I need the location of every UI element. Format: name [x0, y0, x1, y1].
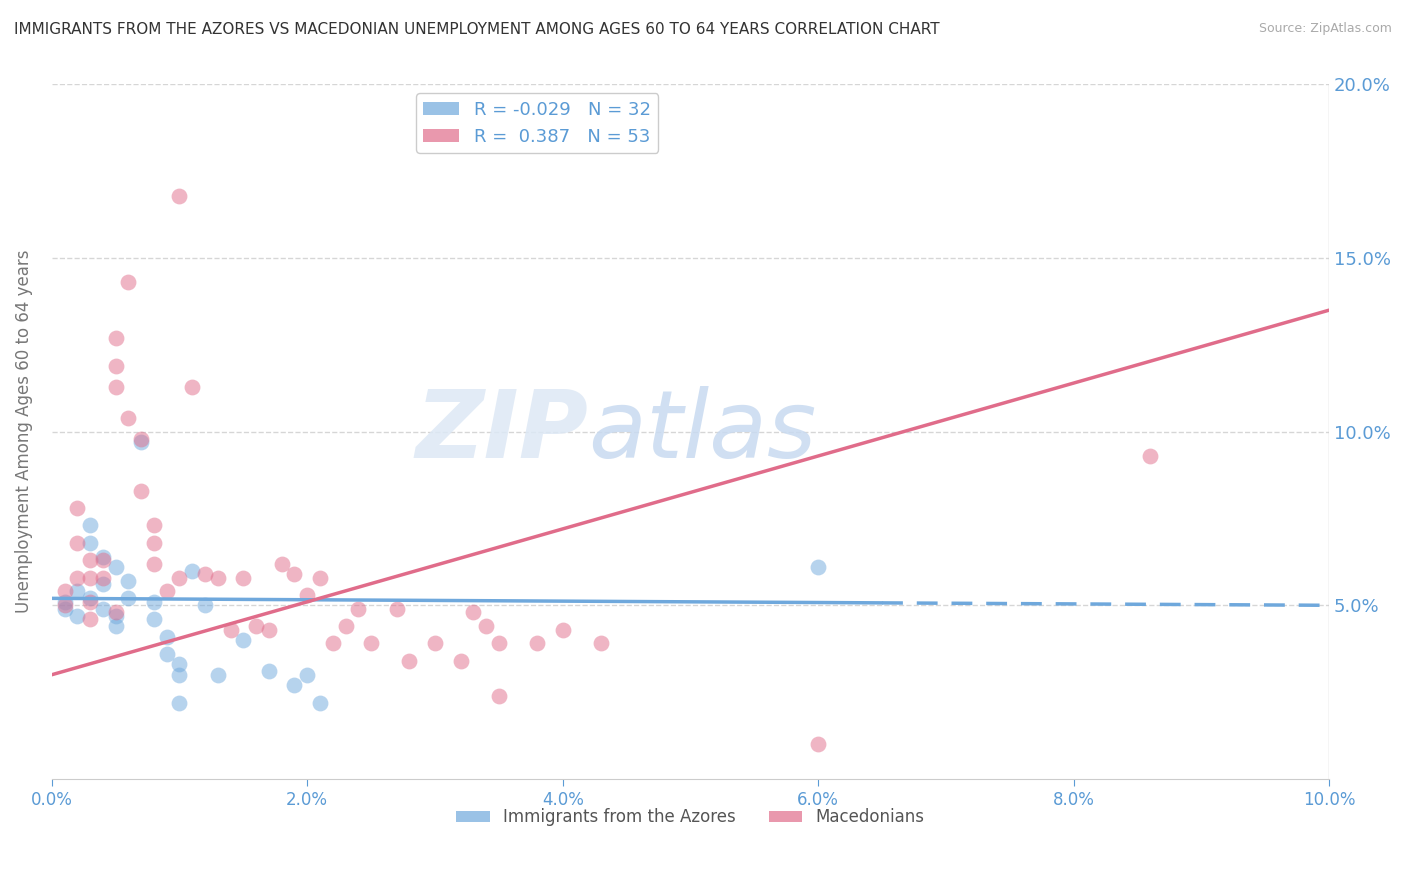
Point	[194, 567, 217, 582]
Point	[129, 483, 152, 498]
Point	[232, 570, 254, 584]
Point	[104, 560, 127, 574]
Point	[297, 588, 319, 602]
Point	[66, 570, 89, 584]
Legend: Immigrants from the Azores, Macedonians: Immigrants from the Azores, Macedonians	[450, 802, 931, 833]
Point	[335, 619, 357, 633]
Point	[156, 647, 179, 661]
Point	[169, 188, 191, 202]
Y-axis label: Unemployment Among Ages 60 to 64 years: Unemployment Among Ages 60 to 64 years	[15, 250, 32, 614]
Point	[398, 654, 420, 668]
Point	[423, 636, 446, 650]
Point	[257, 665, 280, 679]
Point	[807, 737, 830, 751]
Point	[589, 636, 612, 650]
Point	[257, 623, 280, 637]
Point	[117, 591, 139, 606]
Point	[117, 410, 139, 425]
Point	[385, 601, 408, 615]
Point	[104, 359, 127, 373]
Point	[169, 657, 191, 672]
Point	[232, 633, 254, 648]
Point	[194, 599, 217, 613]
Point	[104, 605, 127, 619]
Point	[79, 518, 101, 533]
Point	[79, 612, 101, 626]
Point	[450, 654, 472, 668]
Point	[66, 536, 89, 550]
Point	[283, 678, 305, 692]
Point	[219, 623, 242, 637]
Point	[79, 591, 101, 606]
Point	[91, 553, 114, 567]
Text: ZIP: ZIP	[415, 385, 588, 478]
Point	[53, 601, 76, 615]
Text: IMMIGRANTS FROM THE AZORES VS MACEDONIAN UNEMPLOYMENT AMONG AGES 60 TO 64 YEARS : IMMIGRANTS FROM THE AZORES VS MACEDONIAN…	[14, 22, 939, 37]
Point	[79, 536, 101, 550]
Point	[129, 432, 152, 446]
Point	[91, 570, 114, 584]
Point	[104, 379, 127, 393]
Point	[488, 636, 510, 650]
Point	[142, 557, 165, 571]
Point	[117, 276, 139, 290]
Point	[129, 435, 152, 450]
Point	[66, 608, 89, 623]
Point	[297, 667, 319, 681]
Text: atlas: atlas	[588, 386, 817, 477]
Point	[1139, 449, 1161, 463]
Point	[551, 623, 574, 637]
Point	[66, 501, 89, 516]
Point	[53, 584, 76, 599]
Point	[104, 608, 127, 623]
Point	[807, 560, 830, 574]
Point	[270, 557, 292, 571]
Point	[156, 584, 179, 599]
Point	[79, 570, 101, 584]
Point	[53, 599, 76, 613]
Point	[207, 667, 229, 681]
Point	[309, 696, 332, 710]
Point	[142, 612, 165, 626]
Point	[142, 518, 165, 533]
Point	[245, 619, 267, 633]
Point	[142, 536, 165, 550]
Point	[104, 619, 127, 633]
Point	[53, 595, 76, 609]
Point	[156, 630, 179, 644]
Point	[79, 553, 101, 567]
Point	[66, 584, 89, 599]
Point	[283, 567, 305, 582]
Point	[475, 619, 498, 633]
Point	[309, 570, 332, 584]
Point	[117, 574, 139, 588]
Point	[360, 636, 382, 650]
Point	[488, 689, 510, 703]
Point	[104, 331, 127, 345]
Point	[91, 577, 114, 591]
Point	[181, 379, 204, 393]
Point	[347, 601, 370, 615]
Point	[169, 696, 191, 710]
Point	[142, 595, 165, 609]
Point	[322, 636, 344, 650]
Point	[169, 570, 191, 584]
Text: Source: ZipAtlas.com: Source: ZipAtlas.com	[1258, 22, 1392, 36]
Point	[169, 667, 191, 681]
Point	[207, 570, 229, 584]
Point	[91, 549, 114, 564]
Point	[181, 564, 204, 578]
Point	[91, 601, 114, 615]
Point	[463, 605, 485, 619]
Point	[79, 595, 101, 609]
Point	[526, 636, 548, 650]
